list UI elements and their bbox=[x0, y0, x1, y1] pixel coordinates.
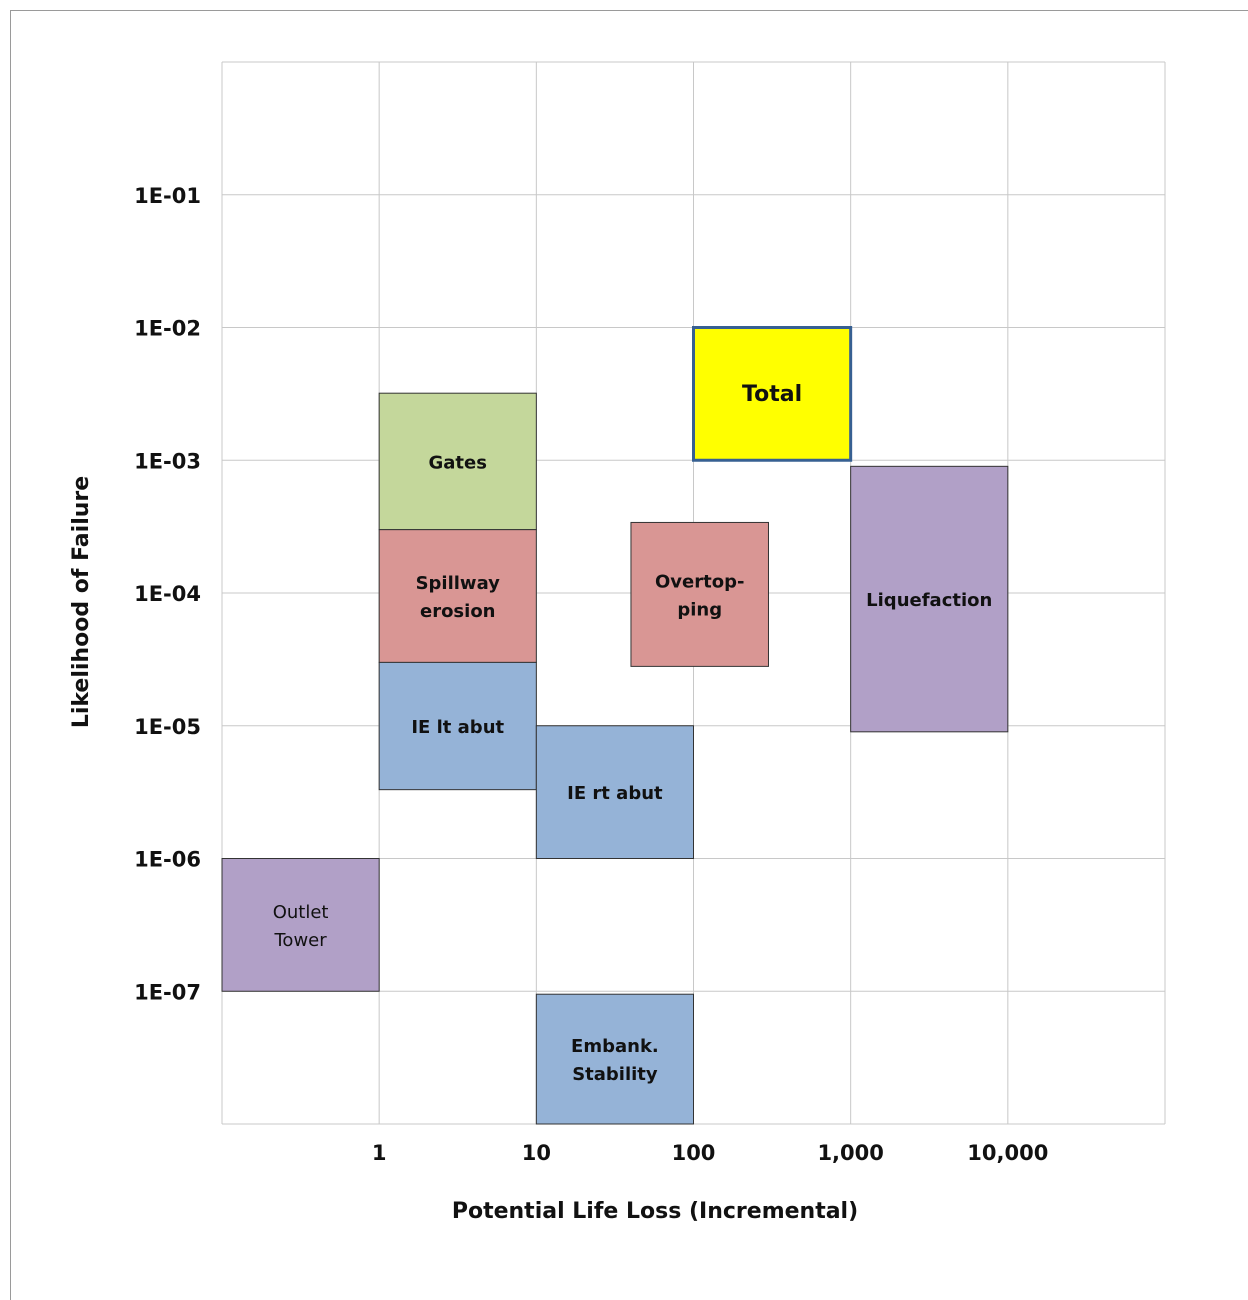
x-tick-label: 100 bbox=[672, 1141, 716, 1165]
x-tick-label: 10 bbox=[522, 1141, 551, 1165]
failure-mode-box bbox=[692, 326, 853, 462]
failure-mode-label: Stability bbox=[572, 1064, 658, 1085]
failure-mode-label: Liquefaction bbox=[866, 590, 992, 611]
x-tick-label: 1 bbox=[372, 1141, 387, 1165]
failure-mode-box bbox=[221, 858, 380, 992]
failure-mode-label: IE lt abut bbox=[411, 717, 504, 738]
y-tick-label: 1E-04 bbox=[134, 582, 201, 606]
failure-mode-gates: Gates bbox=[378, 392, 537, 531]
chart-frame bbox=[10, 10, 1248, 1300]
failure-mode-label: erosion bbox=[420, 601, 496, 622]
failure-mode-box bbox=[378, 529, 537, 663]
failure-mode-ie-lt-abut: IE lt abut bbox=[378, 661, 537, 791]
failure-mode-label: Total bbox=[742, 382, 802, 407]
failure-mode-liquefaction: Liquefaction bbox=[850, 465, 1009, 733]
y-tick-label: 1E-07 bbox=[134, 980, 201, 1004]
x-tick-label: 10,000 bbox=[967, 1141, 1048, 1165]
failure-mode-label: Overtop- bbox=[655, 571, 744, 592]
failure-mode-boxes: Gates Spillway erosion IE lt abut IE rt abut… bbox=[221, 326, 1009, 1125]
y-tick-label: 1E-03 bbox=[134, 449, 201, 473]
failure-mode-label: Outlet bbox=[273, 902, 329, 923]
failure-mode-total: Total bbox=[692, 326, 853, 462]
failure-mode-outlet-tower: Outlet Tower bbox=[221, 858, 380, 992]
failure-mode-box bbox=[535, 993, 694, 1125]
failure-mode-ie-rt-abut: IE rt abut bbox=[535, 725, 694, 859]
failure-mode-box bbox=[850, 465, 1009, 733]
x-tick-label: 1,000 bbox=[817, 1141, 883, 1165]
y-tick-label: 1E-01 bbox=[134, 184, 201, 208]
y-axis-title: Likelihood of Failure bbox=[69, 476, 94, 728]
failure-mode-label: Tower bbox=[274, 930, 328, 951]
x-axis-title: Potential Life Loss (Incremental) bbox=[452, 1199, 858, 1224]
y-tick-label: 1E-05 bbox=[134, 715, 201, 739]
failure-mode-spillway-erosion: Spillway erosion bbox=[378, 529, 537, 663]
tick-labels: 1 10 100 1,000 10,000 1E-01 1E-02 1E-03 1E-04 1E-… bbox=[134, 184, 1048, 1165]
failure-mode-label: Embank. bbox=[571, 1036, 659, 1057]
failure-mode-box bbox=[378, 661, 537, 791]
failure-mode-label: IE rt abut bbox=[567, 783, 663, 804]
failure-mode-embank-stability: Embank. Stability bbox=[535, 993, 694, 1125]
y-tick-label: 1E-06 bbox=[134, 848, 201, 872]
failure-mode-box bbox=[535, 725, 694, 859]
failure-mode-label: Spillway bbox=[416, 573, 501, 594]
y-tick-label: 1E-02 bbox=[134, 317, 201, 341]
failure-mode-label: Gates bbox=[429, 452, 487, 473]
failure-mode-overtopping: Overtop-ping bbox=[630, 521, 769, 667]
failure-mode-box bbox=[630, 521, 769, 667]
failure-mode-box bbox=[378, 392, 537, 531]
failure-mode-label: ping bbox=[677, 599, 722, 620]
